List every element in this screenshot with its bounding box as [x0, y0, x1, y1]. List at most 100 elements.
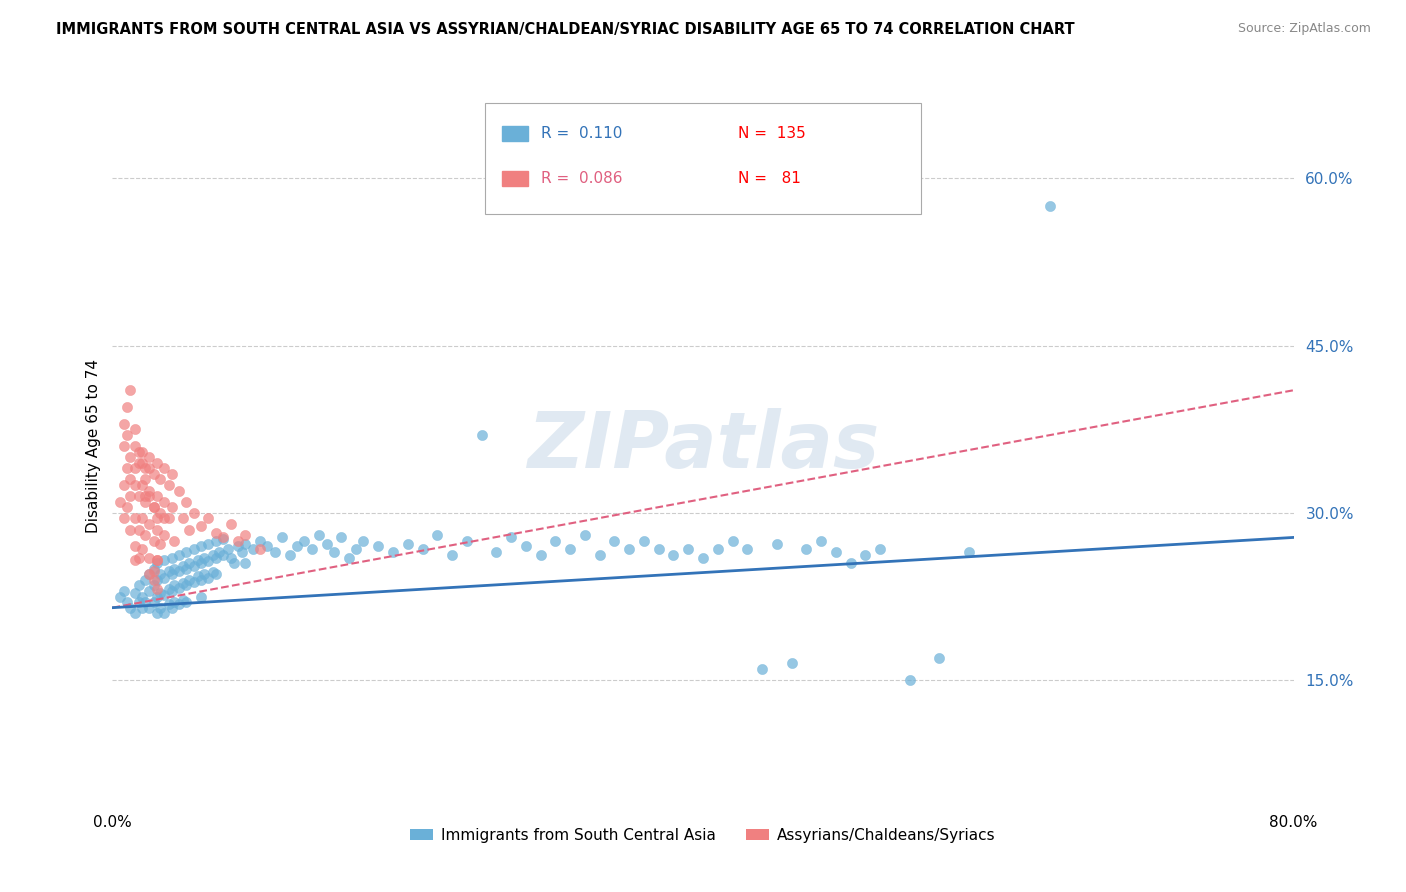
Text: N =  135: N = 135 — [738, 126, 806, 141]
Point — [146, 489, 169, 503]
Point — [212, 530, 235, 544]
Point — [212, 548, 235, 563]
Point — [146, 456, 169, 470]
Point — [120, 523, 142, 537]
Point — [190, 556, 212, 570]
Point — [558, 541, 582, 556]
Point — [138, 517, 160, 532]
Point — [167, 548, 190, 563]
Point — [869, 541, 891, 556]
Point — [285, 539, 308, 553]
Point — [134, 494, 156, 508]
Point — [117, 461, 138, 475]
Point — [112, 478, 135, 492]
Point — [134, 595, 156, 609]
Point — [108, 494, 131, 508]
Point — [112, 583, 135, 598]
Point — [153, 607, 176, 621]
Point — [212, 532, 235, 546]
Point — [190, 539, 212, 553]
Point — [163, 562, 186, 576]
Point — [396, 537, 419, 551]
Point — [678, 541, 700, 556]
Point — [179, 556, 201, 570]
Point — [131, 456, 153, 470]
Point — [167, 564, 190, 578]
Point — [411, 541, 433, 556]
Point — [190, 519, 212, 533]
Point — [426, 528, 449, 542]
Point — [647, 541, 671, 556]
Point — [157, 582, 180, 596]
Point — [233, 556, 256, 570]
Y-axis label: Disability Age 65 to 74: Disability Age 65 to 74 — [86, 359, 101, 533]
Point — [146, 556, 169, 570]
Point — [197, 537, 219, 551]
Point — [142, 562, 165, 576]
Point — [292, 533, 315, 548]
Bar — [502, 126, 529, 141]
Point — [662, 548, 685, 563]
Point — [142, 595, 165, 609]
Point — [249, 533, 271, 548]
Point — [149, 537, 172, 551]
Point — [485, 545, 508, 559]
Point — [172, 592, 194, 607]
Point — [588, 548, 610, 563]
Point — [957, 545, 980, 559]
Point — [153, 589, 176, 603]
Point — [205, 567, 228, 582]
Point — [160, 600, 183, 615]
Point — [174, 562, 197, 576]
Point — [134, 573, 156, 587]
Point — [187, 552, 209, 567]
Point — [112, 439, 135, 453]
Text: Source: ZipAtlas.com: Source: ZipAtlas.com — [1237, 22, 1371, 36]
Point — [193, 567, 215, 582]
Point — [264, 545, 287, 559]
Point — [142, 467, 165, 481]
Point — [146, 511, 169, 525]
Point — [128, 489, 150, 503]
Point — [367, 539, 389, 553]
Point — [193, 550, 215, 565]
Point — [226, 533, 249, 548]
Point — [142, 500, 165, 515]
Point — [134, 472, 156, 486]
Point — [160, 550, 183, 565]
Point — [501, 530, 523, 544]
Point — [146, 590, 169, 604]
Point — [796, 541, 818, 556]
Point — [766, 537, 789, 551]
Point — [138, 483, 160, 498]
Point — [117, 427, 138, 442]
Point — [382, 545, 405, 559]
Point — [352, 533, 374, 548]
Point — [153, 528, 176, 542]
Point — [138, 567, 160, 582]
Point — [172, 511, 194, 525]
Point — [315, 537, 337, 551]
Point — [219, 517, 242, 532]
Point — [128, 456, 150, 470]
Point — [163, 533, 186, 548]
Point — [157, 598, 180, 612]
Point — [183, 559, 205, 574]
Point — [179, 573, 201, 587]
Point — [142, 573, 165, 587]
Bar — [502, 170, 529, 186]
Point — [134, 489, 156, 503]
Point — [197, 571, 219, 585]
Text: R =  0.110: R = 0.110 — [541, 126, 623, 141]
Point — [721, 533, 744, 548]
Point — [153, 494, 176, 508]
Text: R =  0.086: R = 0.086 — [541, 171, 623, 186]
Point — [153, 461, 176, 475]
Point — [308, 528, 330, 542]
Point — [855, 548, 877, 563]
Point — [574, 528, 596, 542]
Point — [470, 427, 494, 442]
Point — [149, 472, 172, 486]
Point — [142, 500, 165, 515]
Point — [174, 494, 197, 508]
